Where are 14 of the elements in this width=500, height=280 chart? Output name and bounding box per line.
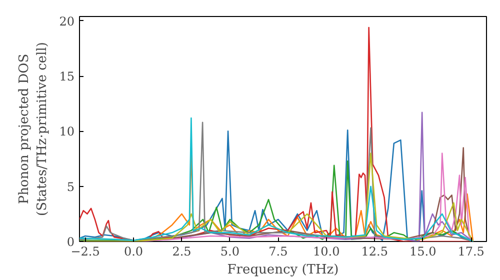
y-tick-label: 15 xyxy=(59,70,75,84)
x-tick-label: 15.0 xyxy=(409,244,436,258)
y-tick-label: 5 xyxy=(66,180,75,194)
y-axis-title: Phonon projected DOS (States/THz·primitive cell) xyxy=(17,42,50,216)
y-tick-label: 10 xyxy=(59,124,75,139)
x-tick-label: 10.0 xyxy=(313,244,340,258)
x-axis-title: Frequency (THz) xyxy=(227,262,339,278)
x-tick-label: 2.5 xyxy=(172,244,192,258)
x-tick-label: 17.5 xyxy=(458,244,484,258)
y-tick-label: 20 xyxy=(59,14,75,28)
x-tick-label: 7.5 xyxy=(268,244,288,258)
x-tick-label: 0.0 xyxy=(124,244,144,258)
x-tick-label: 5.0 xyxy=(220,244,240,258)
x-tick-label: 12.5 xyxy=(361,244,388,258)
